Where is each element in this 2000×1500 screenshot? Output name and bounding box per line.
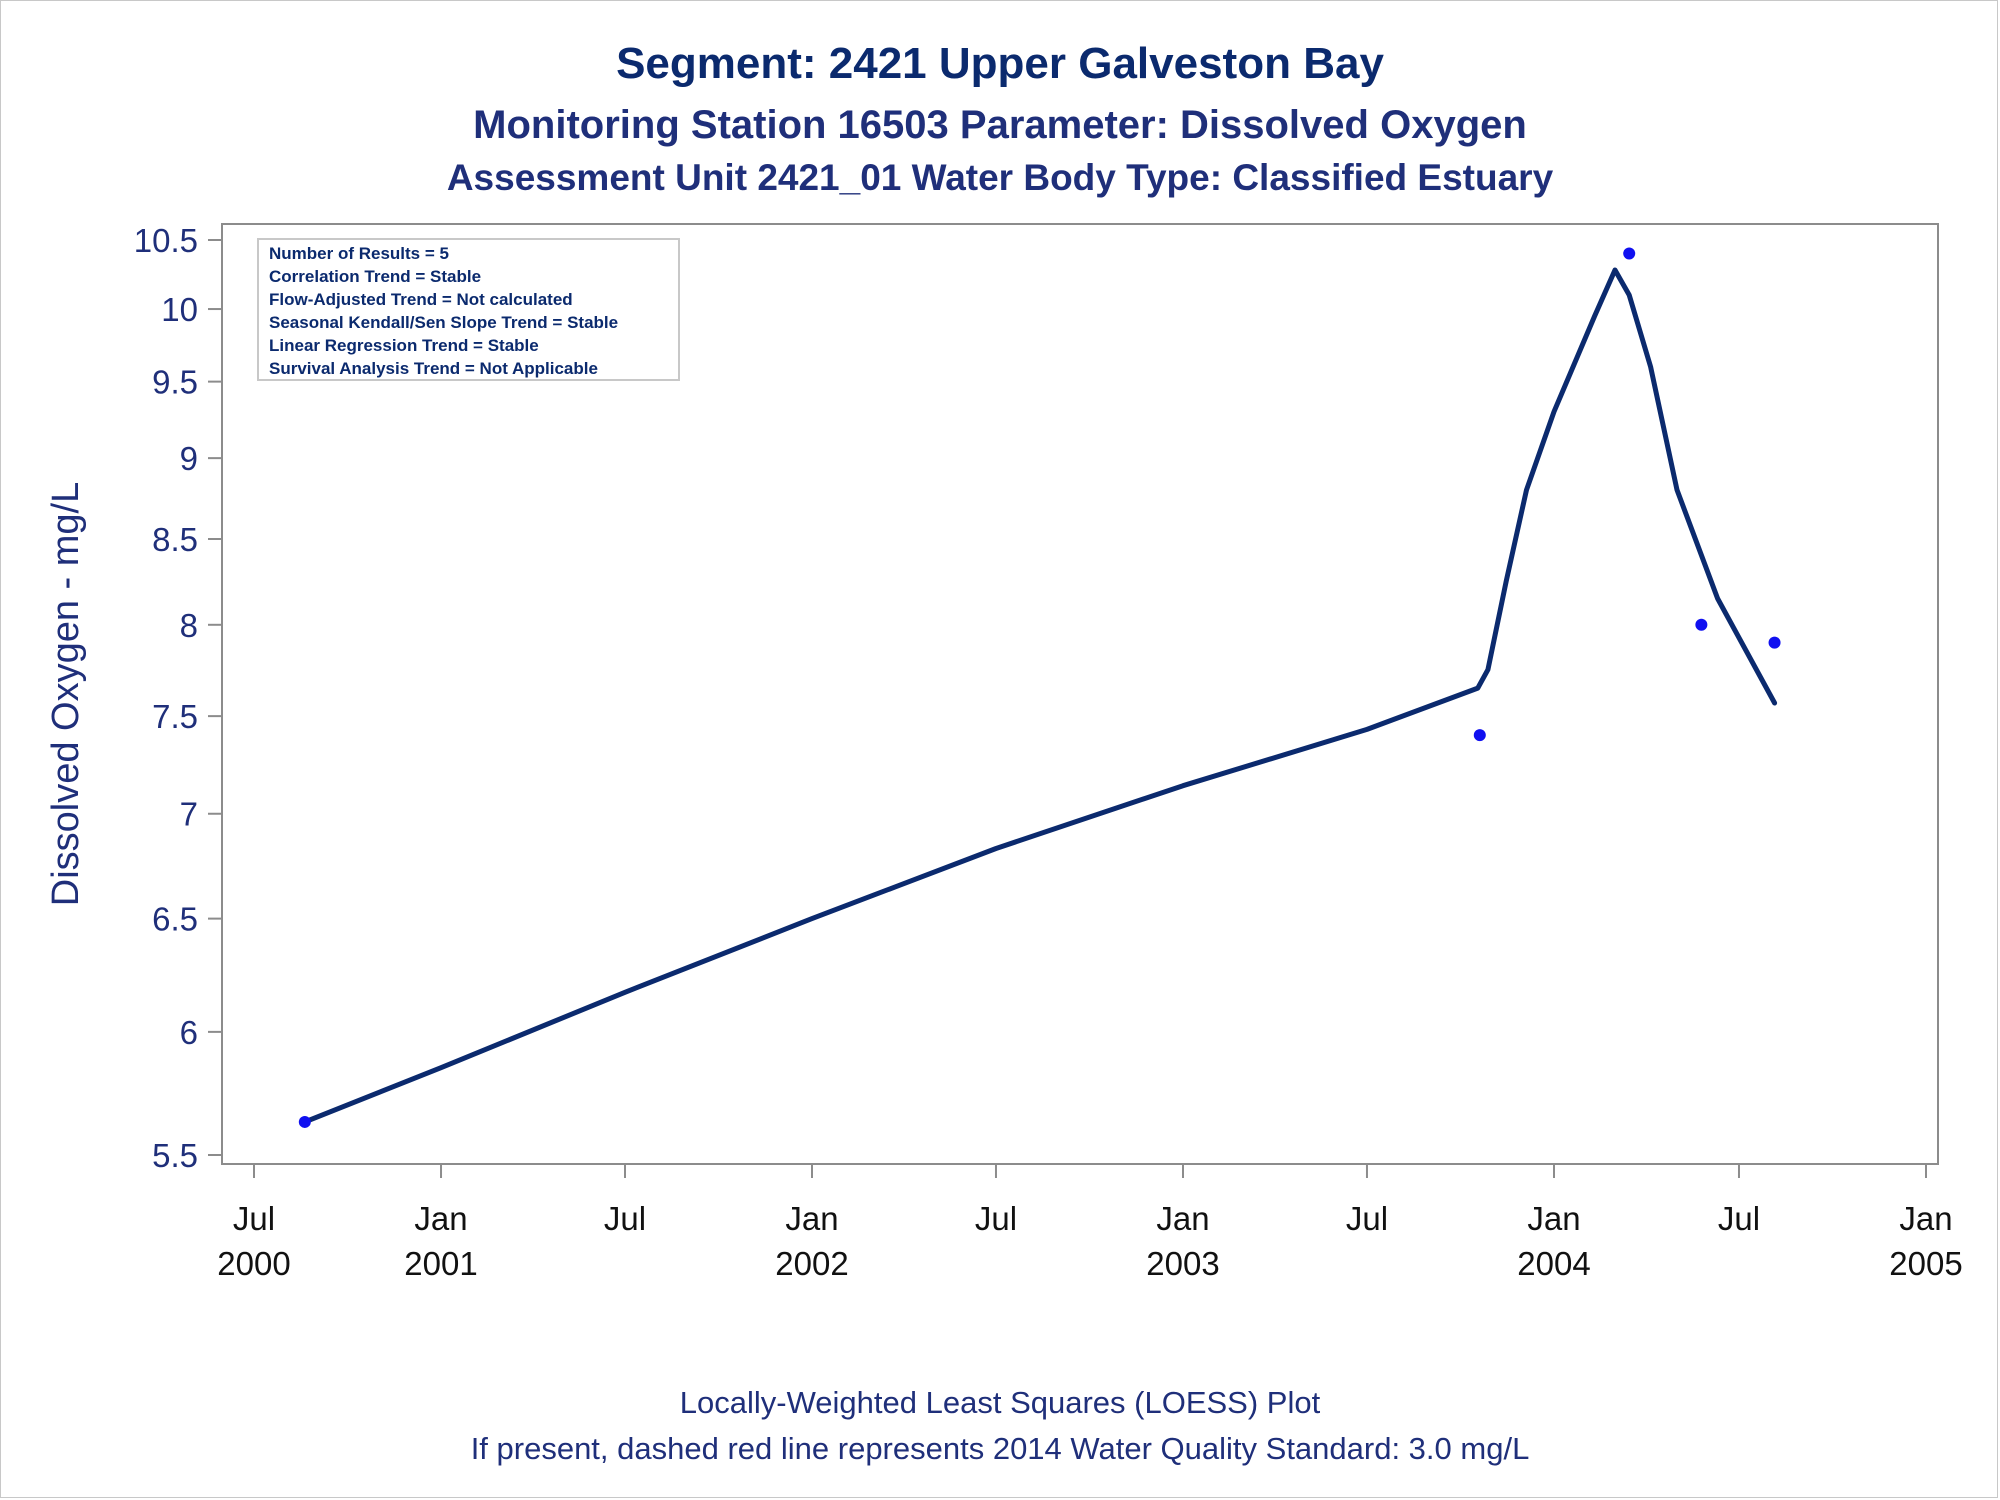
x-tick-year-label: 2000 [217, 1245, 290, 1282]
y-tick-label: 8.5 [152, 521, 198, 558]
footnote: Locally-Weighted Least Squares (LOESS) P… [680, 1385, 1321, 1420]
x-tick-label: Jan [785, 1200, 838, 1237]
chart-subtitle: Monitoring Station 16503 Parameter: Diss… [473, 103, 1527, 147]
data-point [1768, 636, 1781, 649]
y-tick-label: 10 [161, 291, 198, 328]
y-tick-label: 8 [180, 607, 198, 644]
x-tick-year-label: 2002 [775, 1245, 848, 1282]
x-tick-label: Jul [1346, 1200, 1388, 1237]
data-point [1473, 729, 1486, 742]
x-tick-label: Jul [975, 1200, 1017, 1237]
data-point [1623, 247, 1636, 260]
y-tick-label: 7.5 [152, 698, 198, 735]
y-tick-label: 9.5 [152, 364, 198, 401]
y-axis: 5.5 6 6.5 7 7.5 8 8.5 9 9.5 10 10.5 [134, 222, 222, 1174]
x-tick-label: Jan [1156, 1200, 1209, 1237]
stats-line: Linear Regression Trend = Stable [269, 336, 539, 355]
stats-legend: Number of Results = 5 Correlation Trend … [257, 238, 680, 381]
plot-area [221, 223, 1939, 1165]
x-tick-year-label: 2003 [1146, 1245, 1219, 1282]
x-tick-year-label: 2005 [1889, 1245, 1962, 1282]
y-tick-label: 7 [180, 796, 198, 833]
y-tick-label: 9 [180, 440, 198, 477]
stats-legend-box [257, 238, 680, 381]
series-layer [298, 247, 1781, 1128]
x-tick-label: Jul [233, 1200, 275, 1237]
loess-line [302, 267, 1778, 1125]
stats-line: Seasonal Kendall/Sen Slope Trend = Stabl… [269, 313, 618, 332]
x-tick-label: Jan [1527, 1200, 1580, 1237]
stats-line: Survival Analysis Trend = Not Applicable [269, 359, 598, 378]
stats-line: Flow-Adjusted Trend = Not calculated [269, 290, 573, 309]
y-tick-label: 5.5 [152, 1137, 198, 1174]
x-tick-label: Jul [604, 1200, 646, 1237]
x-tick-label: Jul [1718, 1200, 1760, 1237]
x-axis: Jul 2000 Jan 2001 Jul Jan 2002 Jul Jan 2003 Jul Jan… [217, 1164, 1963, 1282]
chart-subtitle-2: Assessment Unit 2421_01 Water Body Type:… [447, 157, 1554, 198]
x-tick-label: Jan [1899, 1200, 1952, 1237]
x-tick-year-label: 2004 [1517, 1245, 1590, 1282]
y-axis-label: Dissolved Oxygen - mg/L [45, 482, 87, 907]
y-tick-label: 6 [180, 1014, 198, 1051]
footnote-2: If present, dashed red line represents 2… [471, 1431, 1530, 1466]
y-tick-label: 6.5 [152, 901, 198, 938]
x-tick-label: Jan [414, 1200, 467, 1237]
x-tick-year-label: 2001 [404, 1245, 477, 1282]
chart-title: Segment: 2421 Upper Galveston Bay [616, 39, 1384, 88]
data-point [1695, 618, 1708, 631]
stats-line: Correlation Trend = Stable [269, 267, 481, 286]
y-tick-label: 10.5 [134, 222, 198, 259]
data-point [298, 1115, 311, 1128]
stats-line: Number of Results = 5 [269, 244, 449, 263]
